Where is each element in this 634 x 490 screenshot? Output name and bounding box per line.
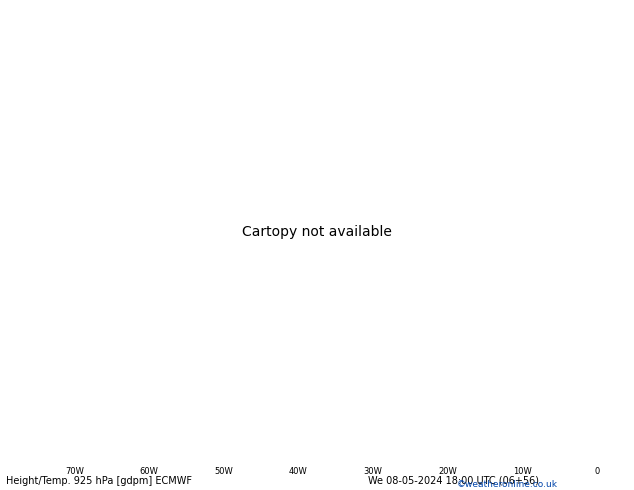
Text: 70W: 70W xyxy=(65,467,84,476)
Text: Height/Temp. 925 hPa [gdpm] ECMWF: Height/Temp. 925 hPa [gdpm] ECMWF xyxy=(6,476,192,486)
Text: Cartopy not available: Cartopy not available xyxy=(242,224,392,239)
Text: 10W: 10W xyxy=(513,467,531,476)
Text: 0: 0 xyxy=(594,467,599,476)
Text: 40W: 40W xyxy=(289,467,307,476)
Text: We 08-05-2024 18:00 UTC (06+56): We 08-05-2024 18:00 UTC (06+56) xyxy=(368,476,539,486)
Text: 60W: 60W xyxy=(139,467,158,476)
Text: ©weatheronline.co.uk: ©weatheronline.co.uk xyxy=(456,481,557,490)
Text: 30W: 30W xyxy=(363,467,382,476)
Text: 20W: 20W xyxy=(438,467,457,476)
Text: 50W: 50W xyxy=(214,467,233,476)
